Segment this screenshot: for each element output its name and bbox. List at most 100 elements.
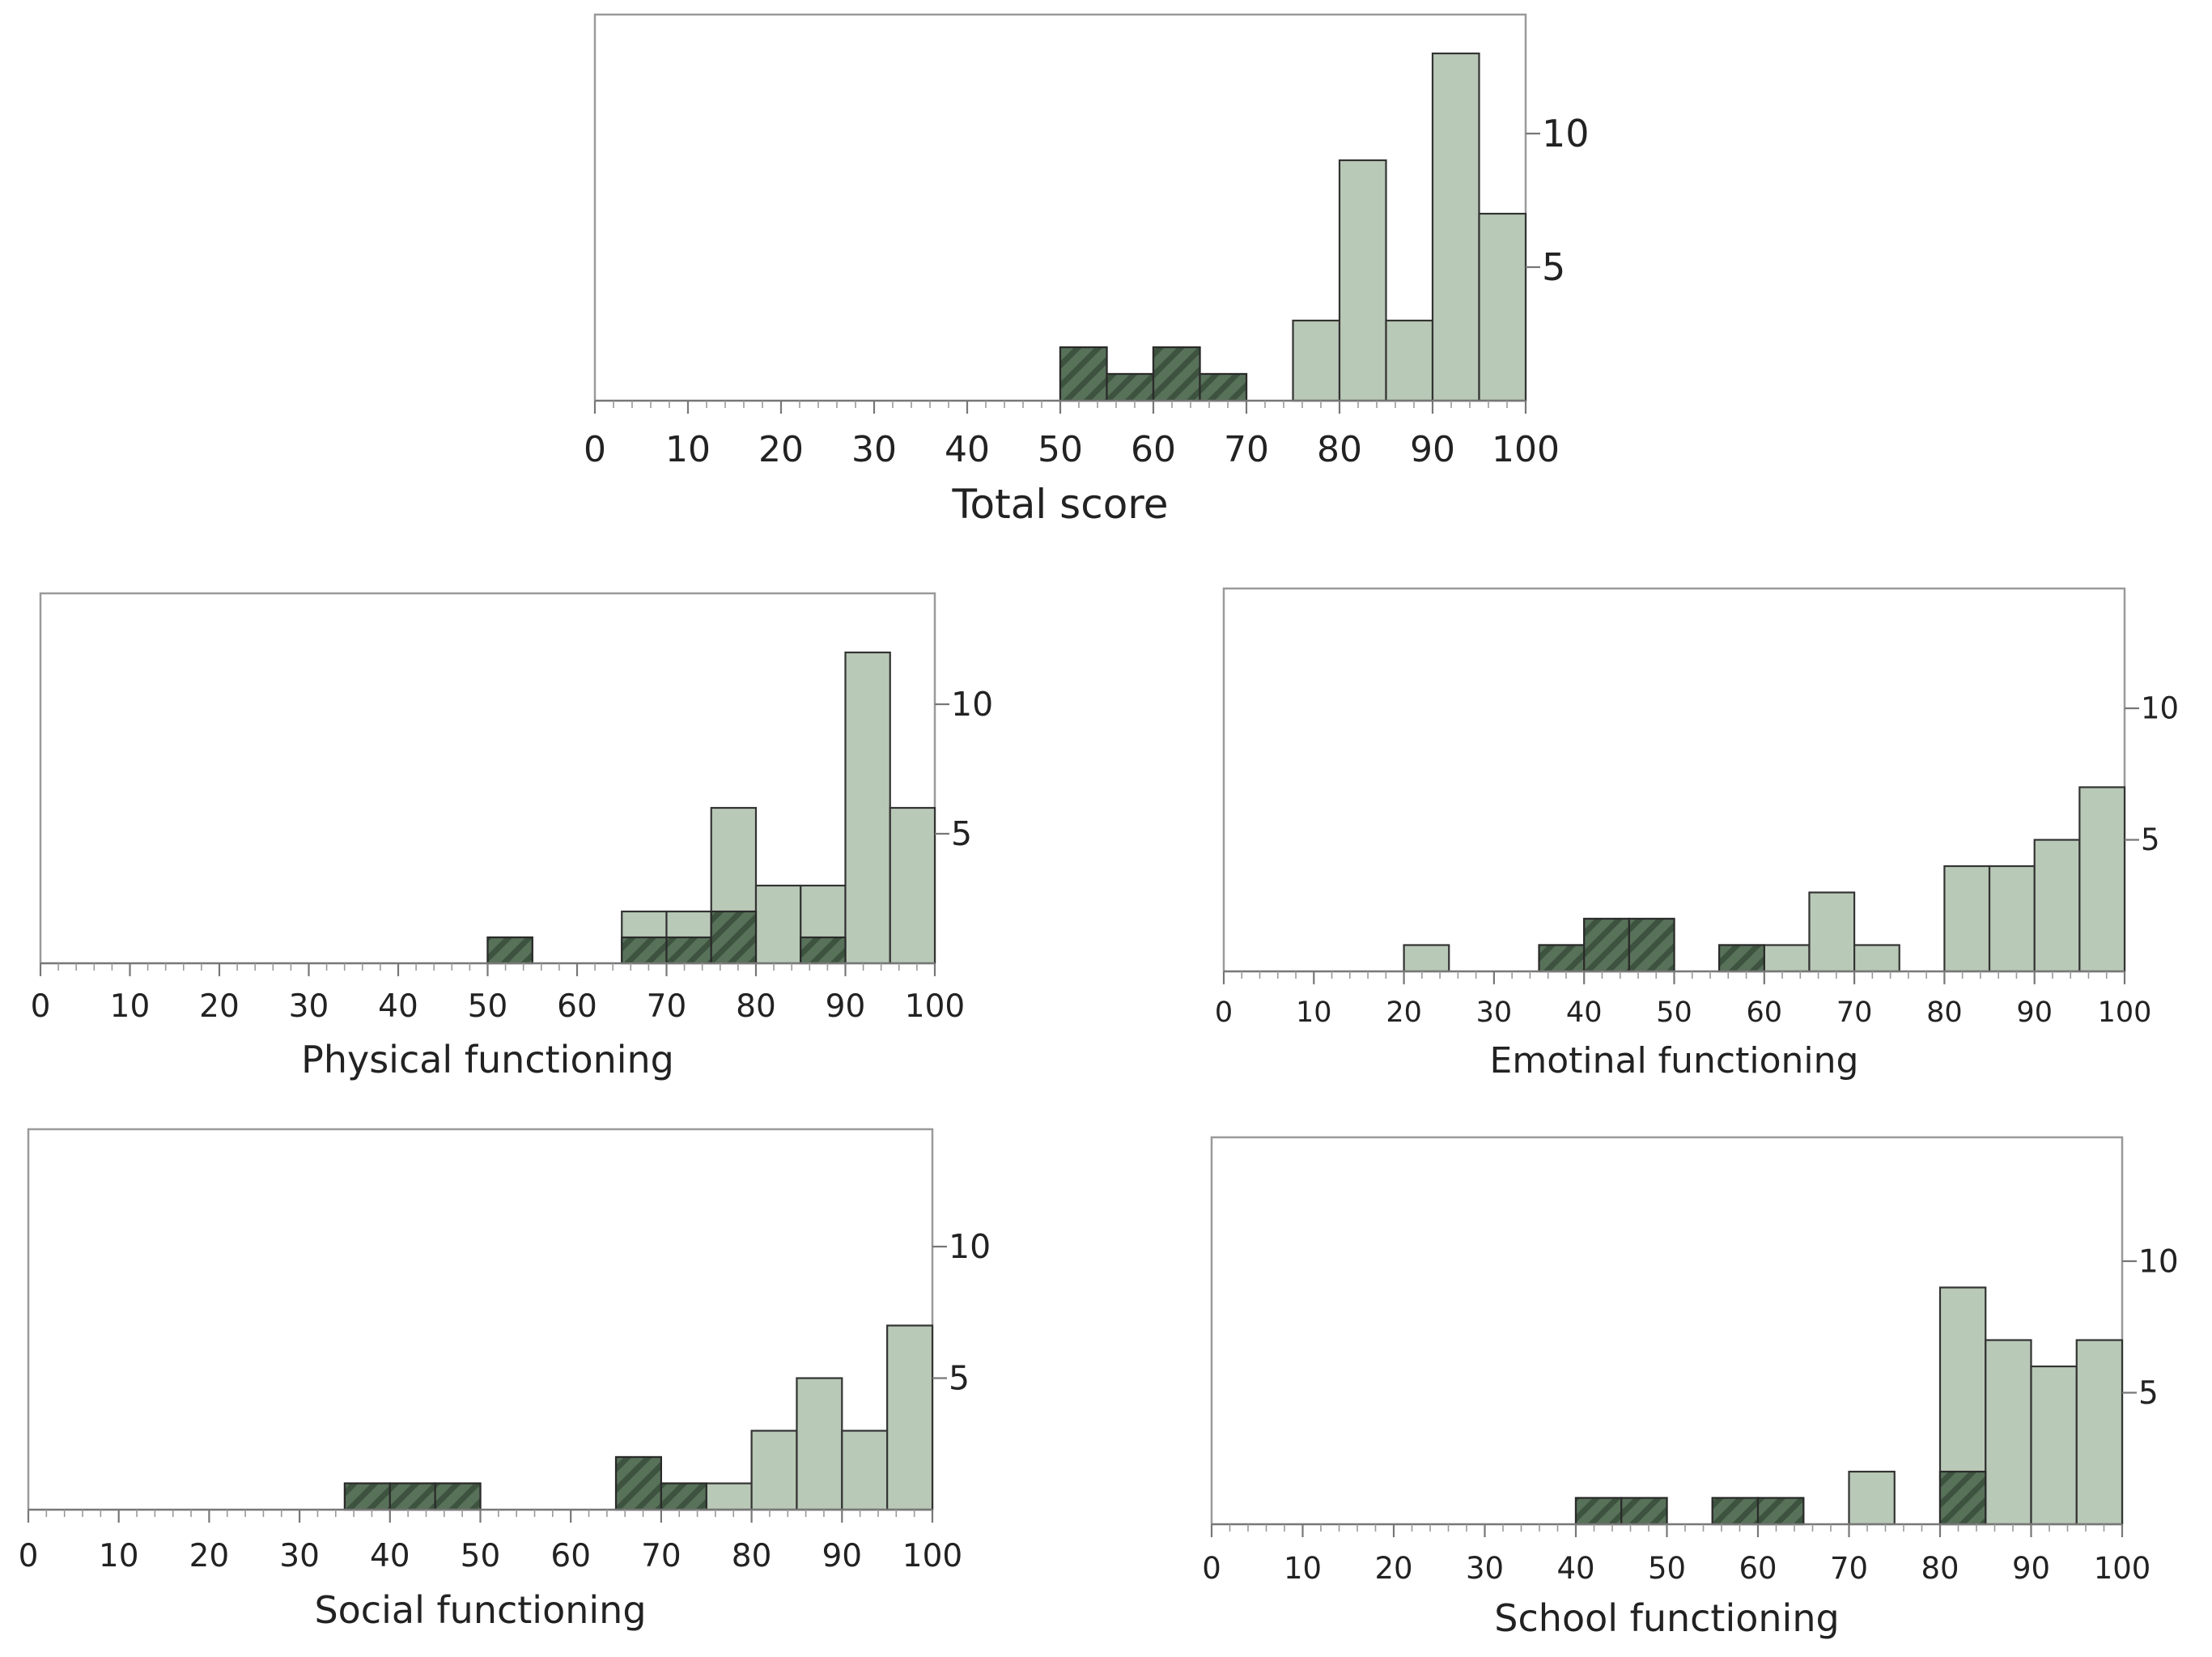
physical-functioning-bar-all [889,806,936,965]
school-functioning-y-tick-label: 10 [2138,1243,2179,1280]
school-functioning-bar-all [2030,1365,2078,1526]
social-functioning-x-tick-label: 20 [189,1538,230,1574]
physical-functioning-frame [39,592,936,963]
total-score-x-tick-label: 20 [758,429,804,470]
emotional-functioning-bar-subgroup [1628,917,1675,973]
emotional-functioning-x-tick-label: 40 [1566,996,1603,1029]
emotional-functioning-bar-subgroup [1538,944,1586,973]
physical-functioning-bar-subgroup [800,936,847,965]
emotional-functioning-x-tick-label: 50 [1656,996,1692,1029]
emotional-functioning-bar-all [1808,891,1856,973]
physical-functioning-x-tick-label: 50 [468,988,508,1025]
school-functioning-x-tick-label: 70 [1830,1551,1868,1586]
social-functioning-y-tick-label: 10 [949,1227,991,1266]
social-functioning-x-tick-label: 40 [370,1538,410,1574]
emotional-functioning-bar-all [1403,944,1450,973]
social-functioning-x-tick-label: 10 [99,1538,139,1574]
total-score-bar-all [1292,319,1341,402]
social-functioning-bar-all [705,1482,753,1511]
school-functioning-bar-all [1985,1339,2032,1526]
total-score-bar-subgroup [1199,372,1248,402]
emotional-functioning-x-tick-label: 30 [1476,996,1513,1029]
physical-functioning-bar-subgroup [621,936,668,965]
total-score-x-tick-label: 10 [665,429,711,470]
physical-functioning-x-tick-label: 90 [826,988,866,1025]
total-score-y-tick-label: 10 [1542,112,1590,155]
total-score-x-tick-label: 0 [584,429,606,470]
physical-functioning-x-tick-label: 20 [199,988,240,1025]
school-functioning-bar-subgroup [1938,1470,1987,1526]
physical-functioning-y-tick-label: 10 [951,685,993,724]
school-functioning-frame [1210,1136,2124,1524]
social-functioning-x-tick-label: 80 [732,1538,772,1574]
social-functioning-x-tick-label: 90 [822,1538,862,1574]
emotional-functioning-bar-all [2033,839,2081,973]
total-score-x-tick-label: 50 [1038,429,1083,470]
emotional-functioning-x-tick-label: 100 [2098,996,2152,1029]
emotional-functioning-bar-subgroup [1583,917,1630,973]
school-functioning-x-axis-title: School functioning [1494,1596,1839,1640]
social-functioning-bar-all [796,1377,843,1511]
emotional-functioning-bar-all [1853,944,1900,973]
physical-functioning-x-tick-label: 10 [110,988,151,1025]
emotional-functioning-bar-all [2078,786,2126,973]
social-functioning-x-tick-label: 70 [641,1538,681,1574]
emotional-functioning-x-tick-label: 10 [1296,996,1332,1029]
emotional-functioning-x-tick-label: 70 [1836,996,1873,1029]
social-functioning-bar-all [750,1430,798,1511]
social-functioning-bar-subgroup [343,1482,391,1511]
social-functioning-x-tick-label: 100 [902,1538,962,1574]
total-score-bar-subgroup [1059,346,1108,402]
total-score-frame [593,13,1527,401]
school-functioning-x-tick-label: 0 [1202,1551,1221,1586]
physical-functioning-panel: 0 10 20 30 40 50 60 70 80 90 100 5 10 Physical functi… [31,592,993,1081]
total-score-bar-subgroup [1106,372,1155,402]
emotional-functioning-panel: 0 10 20 30 40 50 60 70 80 90 100 5 10 Emotinal functi… [1215,587,2179,1081]
social-functioning-bar-subgroup [660,1482,707,1511]
social-functioning-bar-all [841,1430,889,1511]
emotional-functioning-x-tick-label: 20 [1386,996,1422,1029]
physical-functioning-x-tick-label: 80 [736,988,776,1025]
physical-functioning-bar-all [754,884,802,965]
school-functioning-x-tick-label: 10 [1284,1551,1322,1586]
emotional-functioning-bar-subgroup [1718,944,1765,973]
total-score-y-tick-label: 5 [1542,245,1565,289]
physical-functioning-bar-subgroup [710,910,758,965]
school-functioning-bar-all [2075,1339,2124,1526]
school-functioning-bar-subgroup [1756,1497,1805,1526]
school-functioning-y-tick-label: 5 [2138,1375,2159,1412]
physical-functioning-x-tick-label: 70 [647,988,687,1025]
school-functioning-bar-subgroup [1711,1497,1760,1526]
emotional-functioning-x-tick-label: 0 [1215,996,1233,1029]
social-functioning-x-tick-label: 50 [461,1538,501,1574]
emotional-functioning-y-tick-label: 5 [2141,822,2160,857]
total-score-bar-all [1338,159,1387,402]
school-functioning-x-tick-label: 90 [2012,1551,2050,1586]
social-functioning-x-axis-title: Social functioning [314,1588,646,1632]
physical-functioning-x-tick-label: 0 [31,988,51,1025]
total-score-x-tick-label: 70 [1224,429,1269,470]
total-score-panel: 0 10 20 30 40 50 60 70 80 90 100 5 10 Total score [584,13,1590,528]
school-functioning-bar-subgroup [1574,1497,1623,1526]
school-functioning-x-tick-label: 40 [1556,1551,1594,1586]
physical-functioning-y-tick-label: 5 [951,814,972,853]
school-functioning-x-tick-label: 50 [1648,1551,1686,1586]
emotional-functioning-x-tick-label: 90 [2016,996,2053,1029]
total-score-x-tick-label: 60 [1131,429,1176,470]
total-score-bar-subgroup [1152,346,1201,402]
social-functioning-bar-subgroup [434,1482,482,1511]
school-functioning-panel: 0 10 20 30 40 50 60 70 80 90 100 5 10 School function… [1202,1136,2179,1640]
social-functioning-x-tick-label: 30 [279,1538,320,1574]
social-functioning-panel: 0 10 20 30 40 50 60 70 80 90 100 5 10 Social function… [19,1128,991,1632]
social-functioning-bar-subgroup [614,1455,662,1511]
total-score-x-axis-title: Total score [951,481,1168,528]
total-score-x-tick-label: 80 [1317,429,1362,470]
total-score-x-tick-label: 90 [1410,429,1455,470]
school-functioning-x-tick-label: 60 [1739,1551,1777,1586]
emotional-functioning-x-tick-label: 80 [1926,996,1963,1029]
emotional-functioning-x-tick-label: 60 [1747,996,1783,1029]
school-functioning-bar-subgroup [1620,1497,1668,1526]
emotional-functioning-bar-all [1763,944,1811,973]
total-score-bar-all [1431,52,1480,402]
